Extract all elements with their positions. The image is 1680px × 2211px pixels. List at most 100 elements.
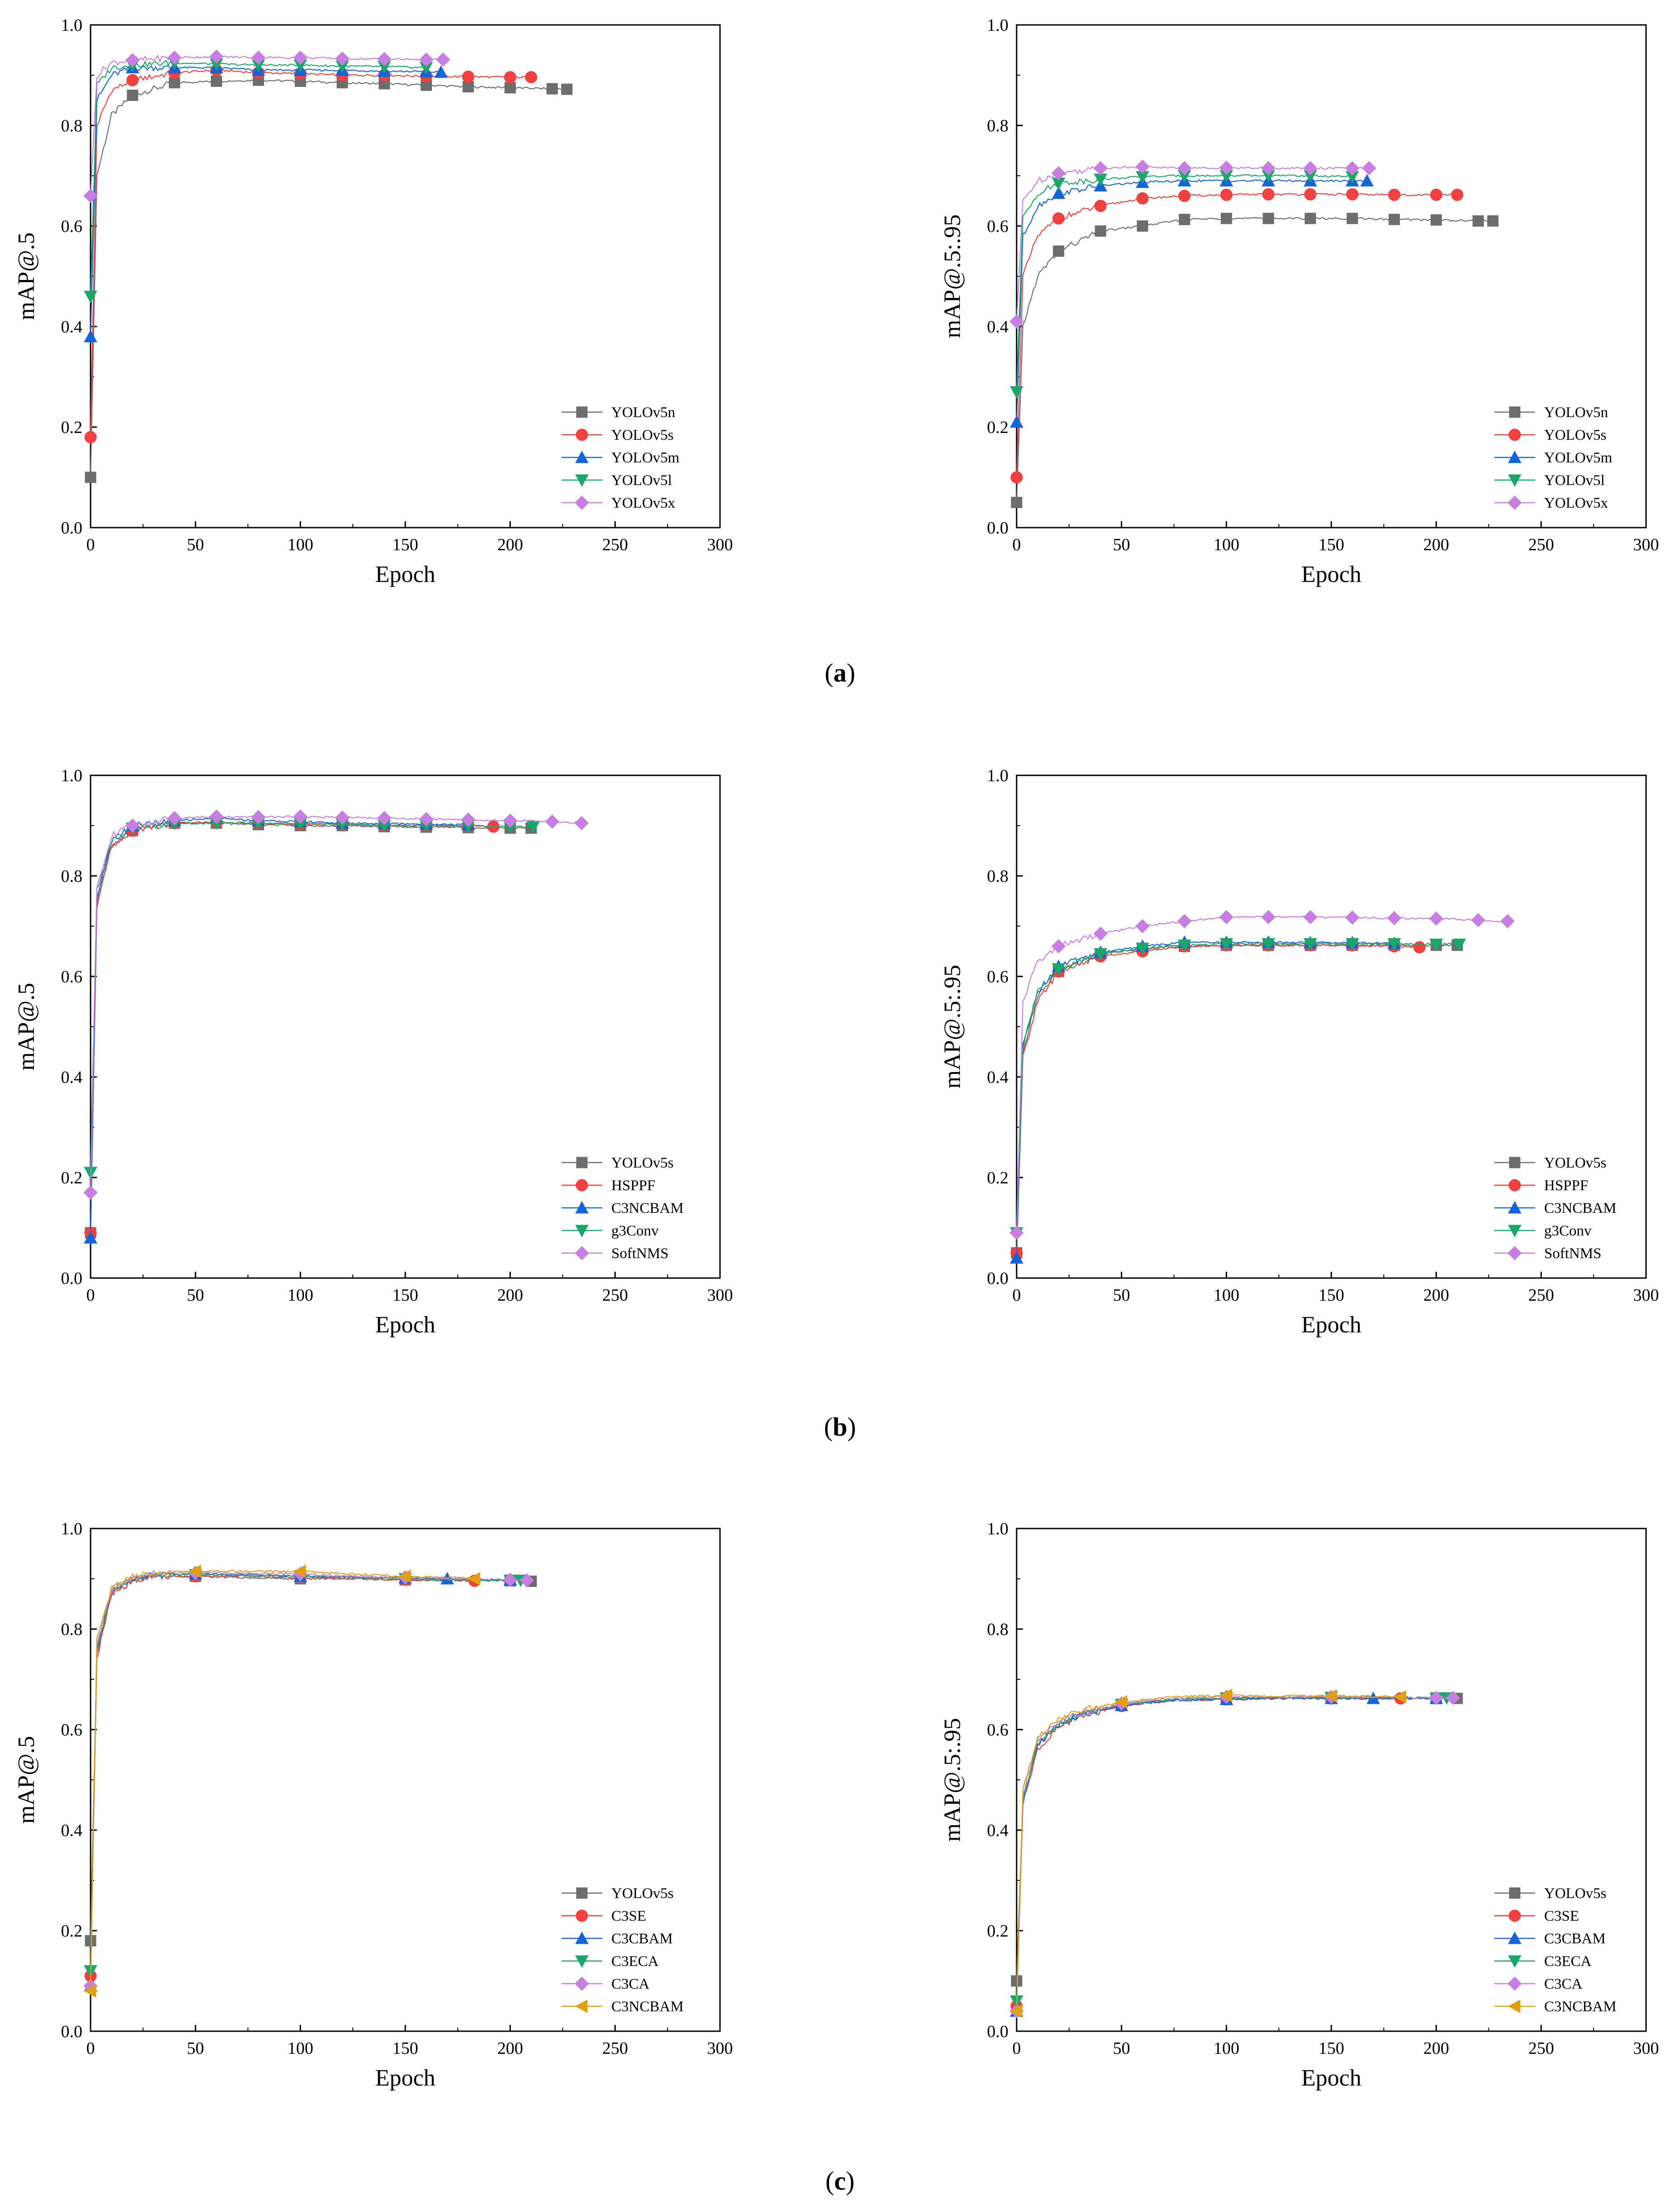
data-point bbox=[561, 83, 573, 95]
data-point bbox=[526, 821, 540, 834]
legend-item-yolov5l: YOLOv5l bbox=[562, 472, 672, 489]
series-line bbox=[1016, 942, 1459, 1233]
legend-item-c3se: C3SE bbox=[1494, 1908, 1579, 1924]
legend-marker bbox=[1508, 1201, 1522, 1214]
data-point bbox=[1451, 188, 1464, 201]
legend-marker bbox=[1509, 1157, 1521, 1168]
legend-item-c3eca: C3ECA bbox=[562, 1953, 659, 1970]
data-point bbox=[461, 812, 475, 827]
x-tick-label: 300 bbox=[707, 2039, 733, 2058]
x-tick-label: 200 bbox=[1423, 1286, 1449, 1305]
data-point bbox=[419, 52, 434, 67]
legend-label: YOLOv5l bbox=[1544, 472, 1605, 489]
legend-item-yolov5s: YOLOv5s bbox=[562, 1885, 674, 1902]
data-point bbox=[574, 816, 589, 831]
legend-label: YOLOv5x bbox=[611, 495, 676, 511]
panel-label-a: (a) bbox=[825, 658, 855, 687]
data-point bbox=[525, 71, 538, 83]
x-tick-label: 50 bbox=[1113, 535, 1130, 554]
y-tick-label: 0.8 bbox=[61, 867, 83, 886]
data-point bbox=[1487, 215, 1499, 227]
legend-label: YOLOv5m bbox=[1544, 450, 1613, 466]
legend-marker bbox=[1508, 428, 1521, 441]
legend-item-c3se: C3SE bbox=[562, 1908, 646, 1924]
data-point bbox=[398, 1569, 411, 1583]
data-point bbox=[520, 1573, 534, 1588]
legend-item-softnms: SoftNMS bbox=[1494, 1245, 1602, 1262]
series-line bbox=[90, 69, 532, 437]
legend-marker bbox=[1507, 495, 1522, 510]
data-point bbox=[1429, 1691, 1444, 1705]
legend-item-yolov5x: YOLOv5x bbox=[1494, 495, 1608, 511]
legend-label: YOLOv5s bbox=[1544, 1155, 1607, 1171]
y-tick-label: 0.2 bbox=[61, 1922, 83, 1941]
y-tick-label: 1.0 bbox=[987, 766, 1009, 785]
data-point bbox=[1430, 214, 1442, 226]
data-point bbox=[1219, 938, 1234, 951]
data-point bbox=[1052, 212, 1065, 225]
data-point bbox=[84, 330, 97, 342]
x-tick-label: 250 bbox=[602, 1286, 628, 1305]
legend-marker bbox=[576, 1887, 588, 1899]
x-tick-label: 100 bbox=[1214, 2039, 1239, 2058]
legend-marker bbox=[575, 1931, 589, 1944]
x-tick-label: 200 bbox=[497, 535, 523, 554]
legend: YOLOv5s C3SE C3CBAM C3ECA C3CA C3NCBAM bbox=[562, 1885, 684, 2015]
data-point bbox=[1429, 938, 1443, 952]
data-point bbox=[1429, 911, 1444, 926]
legend-marker bbox=[576, 1157, 588, 1168]
data-point bbox=[1388, 214, 1400, 226]
data-point bbox=[83, 1984, 96, 1998]
legend-label: SoftNMS bbox=[611, 1245, 669, 1262]
legend-label: g3Conv bbox=[1544, 1223, 1592, 1239]
data-point bbox=[1094, 225, 1106, 237]
x-tick-label: 50 bbox=[187, 1286, 204, 1305]
y-tick-label: 0.0 bbox=[61, 1269, 83, 1288]
data-point bbox=[83, 1185, 98, 1200]
x-tick-label: 50 bbox=[187, 2039, 204, 2058]
x-tick-label: 200 bbox=[1423, 535, 1449, 554]
legend-item-c3cbam: C3CBAM bbox=[562, 1931, 673, 1947]
x-tick-label: 200 bbox=[497, 1286, 523, 1305]
legend-label: YOLOv5s bbox=[611, 1885, 674, 1902]
x-tick-label: 100 bbox=[288, 2039, 313, 2058]
data-point bbox=[1177, 161, 1192, 176]
data-point bbox=[377, 52, 392, 67]
y-tick-label: 1.0 bbox=[61, 766, 83, 785]
data-point bbox=[1135, 919, 1150, 933]
legend: YOLOv5s C3SE C3CBAM C3ECA C3CA C3NCBAM bbox=[1494, 1885, 1617, 2015]
chart-b-map50: 0 50 100 150 200 250 300 0.0 0.2 0.4 0.6 0.8 1.0 Epoc… bbox=[14, 766, 733, 1338]
y-tick-label: 0.0 bbox=[987, 1269, 1009, 1288]
legend: YOLOv5s HSPPF C3NCBAM g3Conv SoftNMS bbox=[562, 1155, 684, 1262]
data-point bbox=[1136, 942, 1149, 955]
y-tick-label: 0.2 bbox=[987, 418, 1009, 437]
data-point bbox=[167, 811, 182, 826]
legend-item-c3ncbam: C3NCBAM bbox=[562, 1999, 684, 2015]
data-point bbox=[436, 52, 451, 67]
legend-label: C3CBAM bbox=[1544, 1931, 1606, 1947]
data-point bbox=[1305, 212, 1316, 224]
x-axis-title: Epoch bbox=[1301, 562, 1362, 587]
data-point bbox=[1010, 471, 1023, 484]
data-point bbox=[1430, 188, 1443, 201]
data-point bbox=[1051, 186, 1066, 199]
series-yolov5l bbox=[1010, 170, 1359, 399]
legend-marker bbox=[1508, 1225, 1522, 1238]
y-tick-label: 0.2 bbox=[61, 418, 83, 437]
x-tick-label: 300 bbox=[1633, 1286, 1659, 1305]
y-axis-title: mAP@.5 bbox=[14, 1736, 39, 1824]
data-point bbox=[1346, 188, 1358, 201]
y-tick-label: 0.2 bbox=[987, 1922, 1009, 1941]
data-point bbox=[1011, 497, 1022, 508]
legend-marker bbox=[576, 406, 588, 418]
legend: YOLOv5s HSPPF C3NCBAM g3Conv SoftNMS bbox=[1494, 1155, 1617, 1262]
x-tick-label: 150 bbox=[1319, 1286, 1344, 1305]
data-point bbox=[83, 188, 98, 203]
data-point bbox=[1178, 189, 1191, 202]
data-point bbox=[84, 290, 97, 303]
legend-label: C3ECA bbox=[1544, 1953, 1592, 1970]
x-tick-label: 150 bbox=[1319, 2039, 1344, 2058]
data-point bbox=[125, 818, 140, 833]
data-point bbox=[1324, 1689, 1337, 1703]
